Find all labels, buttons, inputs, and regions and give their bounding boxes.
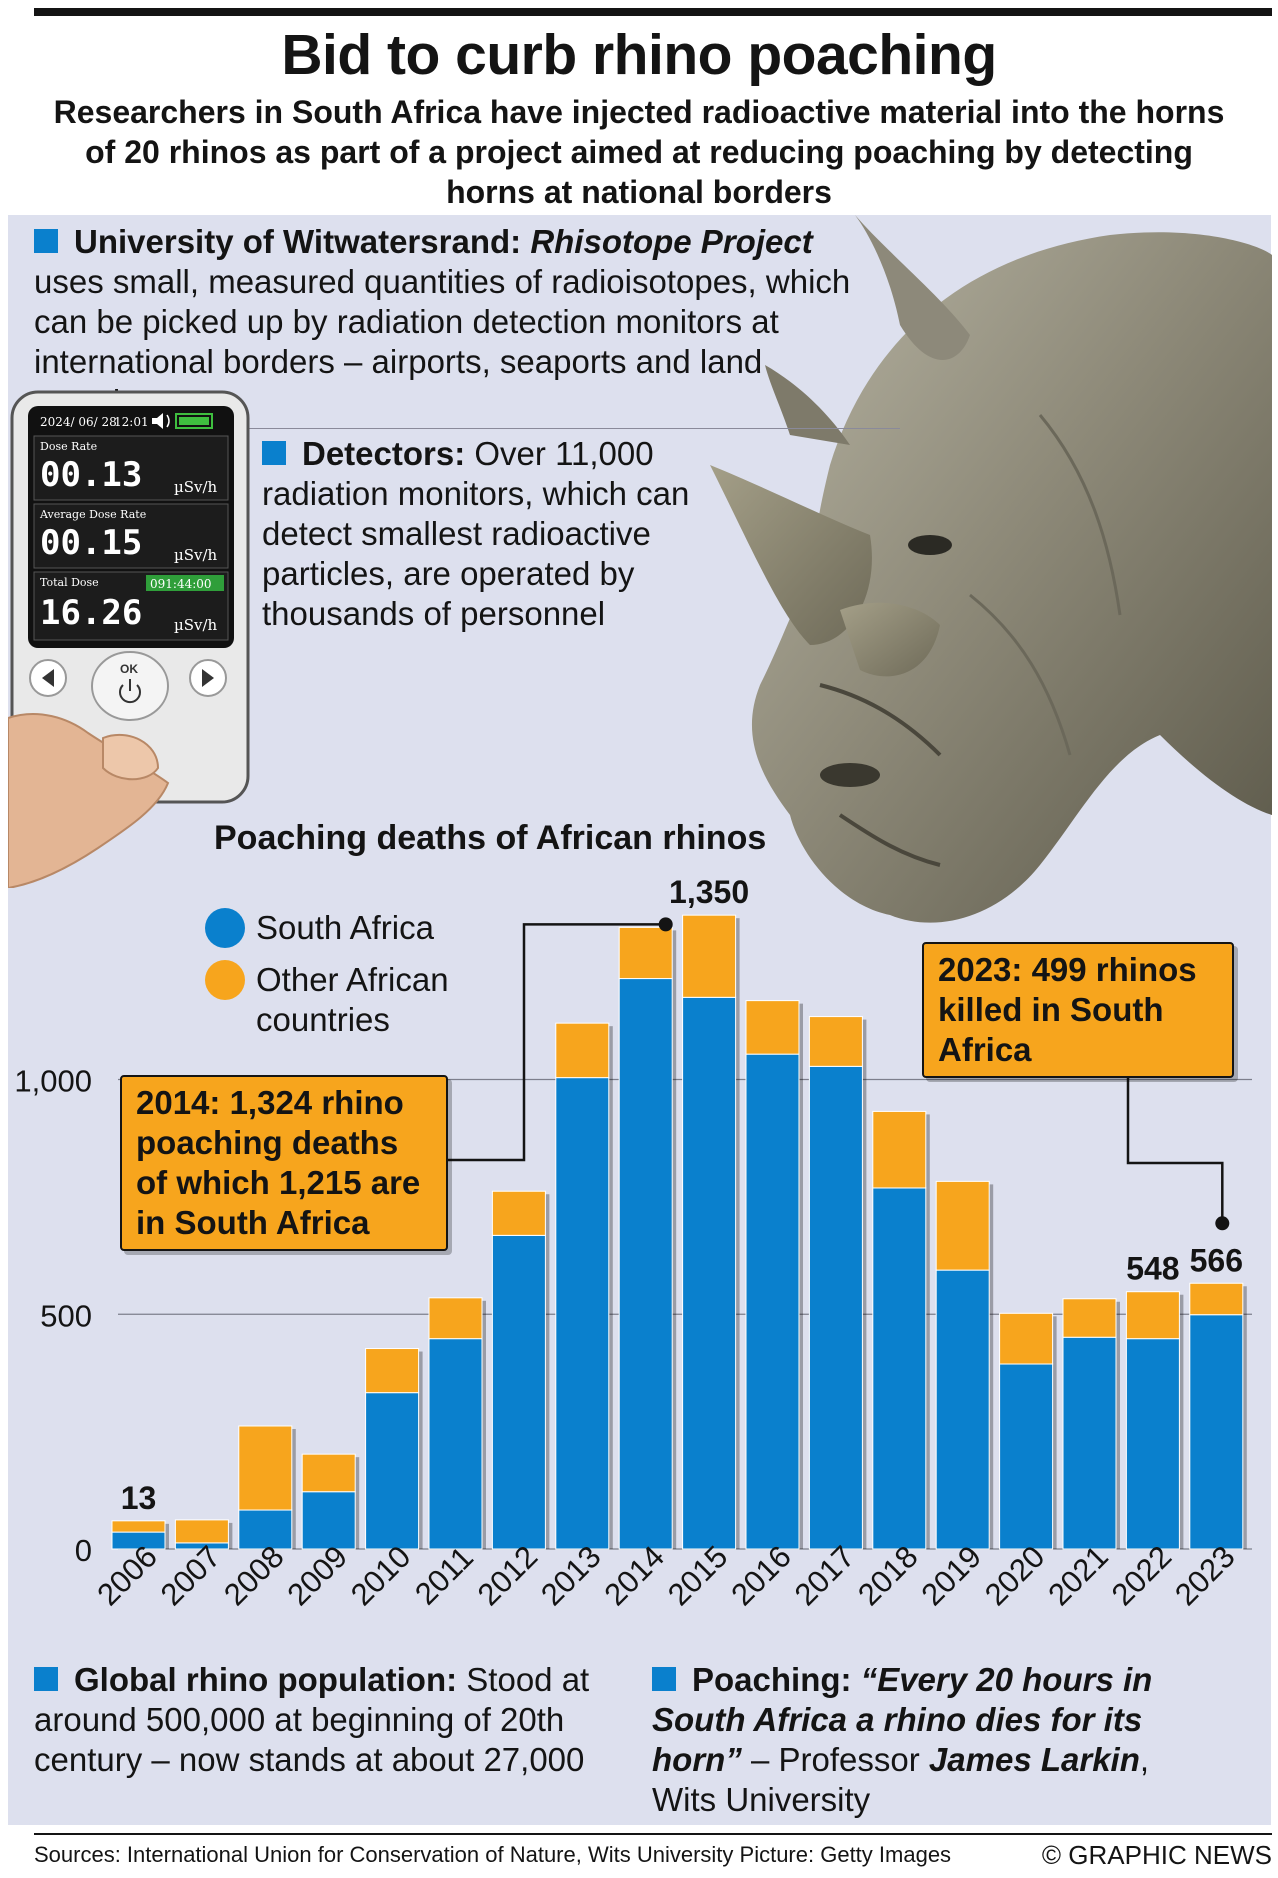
poaching-dash: – Professor [751,1741,920,1778]
separator-line [240,428,900,429]
poaching-name: James Larkin [928,1741,1140,1778]
footer: Sources: International Union for Conserv… [34,1833,1272,1873]
speaker-icon [152,413,170,429]
university-head: University of Witwatersrand: [74,223,522,260]
ok-label: OK [120,662,138,676]
university-text: uses small, measured quantities of radio… [34,263,851,420]
avg-dose-label: Average Dose Rate [39,508,146,521]
population-section: Global rhino population: Stood at around… [34,1660,604,1780]
poaching-section: Poaching: “Every 20 hours in South Afric… [652,1660,1212,1820]
timer-value: 091:44:00 [150,577,212,591]
project-name: Rhisotope Project [530,223,813,260]
population-text: Stood at around 500,000 at beginning of … [34,1661,590,1778]
poaching-affil: , Wits University [652,1741,1150,1818]
page-title: Bid to curb rhino poaching [281,23,997,87]
rhino-photo [710,215,1272,923]
dose-rate-label: Dose Rate [40,440,97,453]
total-dose-unit: µSv/h [174,616,218,634]
dose-rate-value: 00.13 [40,455,142,495]
device-date: 2024/ 06/ 28 [40,415,117,429]
total-dose-value: 16.26 [40,593,142,633]
power-icon [119,679,141,704]
bullet-square-icon [34,229,58,253]
bullet-square-icon [262,441,286,465]
poaching-head: Poaching: [692,1661,852,1698]
radiation-detector-icon: 2024/ 06/ 28 12:01 Dose Rate 00.13 µSv/h… [8,390,250,888]
page-subtitle: Researchers in South Africa have injecte… [53,94,1225,210]
detectors-head: Detectors: [302,435,466,472]
total-dose-label: Total Dose [40,576,99,589]
callout-2014: 2014: 1,324 rhino poaching deaths of whi… [120,1075,448,1251]
top-rule [34,8,1272,16]
bullet-square-icon [652,1667,676,1691]
poaching-quote: “Every 20 hours in South Africa a rhino … [652,1661,1153,1778]
detectors-section: Detectors: Over 11,000 radiation monitor… [262,434,712,634]
population-head: Global rhino population: [74,1661,458,1698]
legend-swatch-other [205,960,245,1000]
avg-dose-value: 00.15 [40,523,142,563]
footer-sources: Sources: International Union for Conserv… [34,1842,952,1867]
dose-rate-unit: µSv/h [174,478,218,496]
university-section: University of Witwatersrand: Rhisotope P… [34,222,854,422]
callout-2023: 2023: 499 rhinos killed in South Africa [922,942,1234,1078]
battery-icon [175,413,213,429]
avg-dose-unit: µSv/h [174,546,218,564]
legend-swatch-south-africa [205,908,245,948]
device-time: 12:01 [114,415,149,429]
footer-credit: © GRAPHIC NEWS [1041,1840,1272,1870]
chart-title: Poaching deaths of African rhinos [214,819,767,857]
legend-label-south-africa: South Africa [256,909,434,946]
legend-label-other: Other African countries [256,961,449,1038]
detectors-text: Over 11,000 radiation monitors, which ca… [262,435,690,632]
bullet-square-icon [34,1667,58,1691]
